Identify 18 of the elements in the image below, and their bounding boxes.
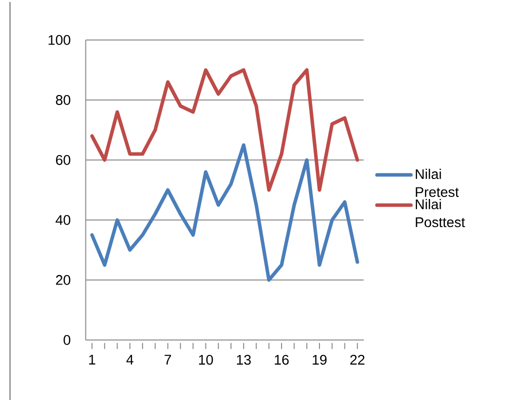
x-tick-label: 4	[126, 354, 134, 364]
x-tick-label: 13	[236, 354, 251, 365]
y-tick-label: 60	[56, 155, 70, 165]
x-tick-label: 16	[274, 354, 289, 365]
line-series	[90, 68, 360, 192]
y-tick-label: 80	[56, 95, 70, 105]
x-tick-label: 10	[199, 354, 213, 365]
y-tick-label: 0	[64, 335, 70, 345]
line-series	[90, 143, 360, 282]
x-tick-label: 22	[350, 354, 364, 365]
y-tick-label: 20	[56, 275, 70, 285]
x-tick-label: 7	[164, 354, 172, 364]
y-tick-label: 100	[48, 35, 70, 45]
legend-label: Nilai Posttest	[416, 198, 466, 228]
x-tick-label: 1	[89, 354, 96, 364]
y-tick-label: 40	[56, 215, 70, 225]
x-tick-label: 19	[312, 354, 327, 365]
legend-label: Nilai Pretest	[416, 168, 459, 197]
